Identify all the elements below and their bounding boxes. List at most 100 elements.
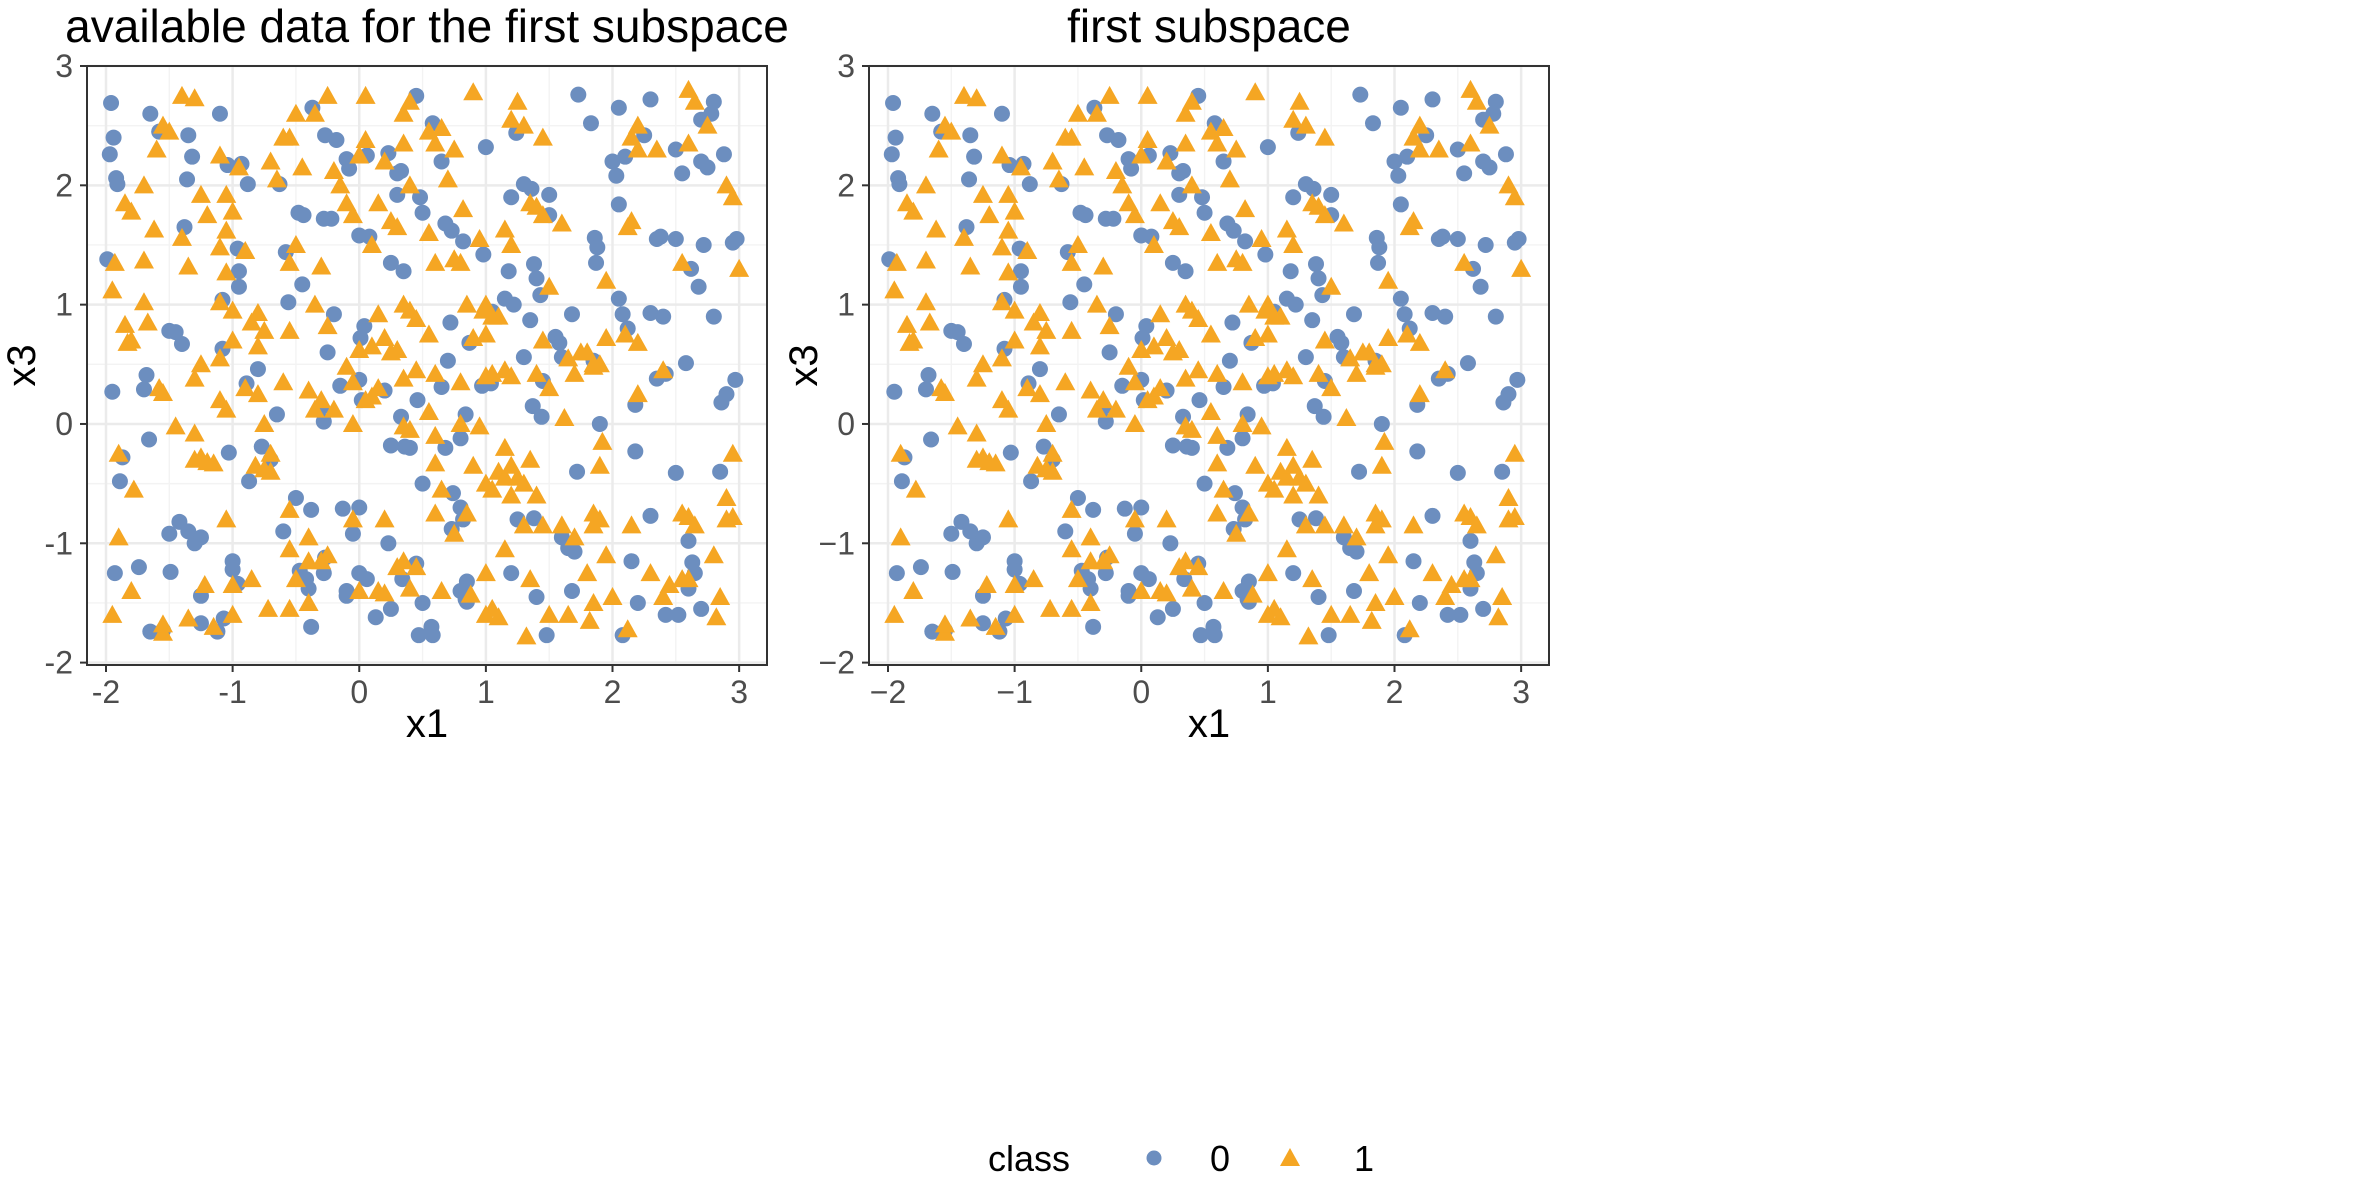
point-class-1 [1409, 332, 1430, 351]
point-class-1 [1055, 372, 1076, 391]
point-class-0 [1237, 233, 1254, 250]
point-class-1 [1118, 356, 1139, 375]
point-class-0 [1077, 207, 1094, 224]
point-class-1 [501, 234, 522, 253]
point-class-0 [382, 600, 399, 617]
point-class-0 [141, 431, 158, 448]
point-class-0 [627, 443, 644, 460]
point-class-1 [247, 302, 268, 321]
y-tick-label: -2 [45, 645, 73, 681]
x-tick-label: 2 [1386, 674, 1404, 710]
point-class-0 [1497, 146, 1514, 163]
point-class-1 [966, 423, 987, 442]
point-class-1 [991, 145, 1012, 164]
point-class-1 [171, 85, 192, 104]
point-class-0 [943, 525, 960, 542]
point-class-1 [903, 581, 924, 600]
point-class-0 [680, 532, 697, 549]
point-class-0 [173, 336, 190, 353]
point-class-0 [138, 367, 155, 384]
point-class-1 [260, 443, 281, 462]
point-class-0 [1225, 222, 1242, 239]
point-class-1 [1232, 372, 1253, 391]
point-class-1 [1485, 545, 1506, 564]
point-class-0 [1196, 475, 1213, 492]
point-class-0 [230, 263, 247, 280]
point-class-0 [1085, 618, 1102, 635]
point-class-1 [222, 201, 243, 220]
point-class-1 [1156, 151, 1177, 170]
point-class-0 [1509, 371, 1526, 388]
point-class-0 [993, 105, 1010, 122]
point-class-0 [617, 148, 634, 165]
point-class-1 [1137, 85, 1158, 104]
point-class-1 [928, 139, 949, 158]
point-class-1 [488, 607, 509, 626]
point-class-1 [1479, 115, 1500, 134]
point-class-1 [399, 419, 420, 438]
point-class-0 [500, 263, 517, 280]
point-class-0 [452, 430, 469, 447]
point-class-1 [684, 515, 705, 534]
point-class-0 [1310, 270, 1327, 287]
point-class-0 [974, 615, 991, 632]
point-class-0 [106, 565, 123, 582]
point-class-1 [425, 425, 446, 444]
point-class-0 [1012, 278, 1029, 295]
point-class-0 [294, 276, 311, 293]
point-class-1 [1308, 485, 1329, 504]
point-class-1 [1048, 169, 1069, 188]
y-axis-title: x3 [0, 344, 44, 386]
point-class-1 [1314, 205, 1335, 224]
point-class-1 [387, 217, 408, 236]
point-class-1 [121, 581, 142, 600]
point-class-1 [330, 175, 351, 194]
point-class-1 [697, 115, 718, 134]
point-class-1 [1403, 127, 1424, 146]
point-class-1 [1460, 569, 1481, 588]
point-class-0 [1308, 510, 1325, 527]
point-class-0 [712, 463, 729, 480]
point-class-1 [1150, 304, 1171, 323]
point-class-1 [501, 485, 522, 504]
point-class-1 [1454, 252, 1475, 271]
point-class-1 [184, 423, 205, 442]
point-class-0 [522, 312, 539, 329]
point-class-0 [1500, 386, 1517, 403]
point-class-0 [142, 623, 159, 640]
point-class-0 [395, 263, 412, 280]
point-class-1 [1118, 193, 1139, 212]
point-class-1 [716, 487, 737, 506]
point-class-1 [494, 219, 515, 238]
point-class-0 [334, 500, 351, 517]
point-class-1 [203, 616, 224, 635]
point-class-0 [974, 529, 991, 546]
point-class-1 [342, 509, 363, 528]
point-class-0 [1012, 263, 1029, 280]
point-class-1 [1251, 416, 1272, 435]
point-class-0 [961, 171, 978, 188]
point-class-1 [1086, 294, 1107, 313]
point-class-1 [216, 220, 237, 239]
point-class-1 [1242, 584, 1263, 603]
legend: class 0 1 [988, 1138, 1374, 1179]
point-class-1 [1207, 503, 1228, 522]
point-class-1 [1245, 82, 1266, 101]
x-tick-label: 0 [1132, 674, 1150, 710]
point-class-1 [678, 569, 699, 588]
point-class-1 [1378, 270, 1399, 289]
point-class-0 [224, 561, 241, 578]
point-class-1 [152, 382, 173, 401]
point-class-1 [1004, 575, 1025, 594]
point-class-1 [209, 292, 230, 311]
point-class-1 [456, 503, 477, 522]
point-class-1 [1029, 384, 1050, 403]
point-class-1 [915, 175, 936, 194]
point-class-1 [494, 437, 515, 456]
point-class-1 [1169, 339, 1190, 358]
point-class-0 [1351, 463, 1368, 480]
point-class-1 [501, 455, 522, 474]
point-class-1 [323, 399, 344, 418]
point-class-1 [342, 413, 363, 432]
point-class-0 [1481, 159, 1498, 176]
